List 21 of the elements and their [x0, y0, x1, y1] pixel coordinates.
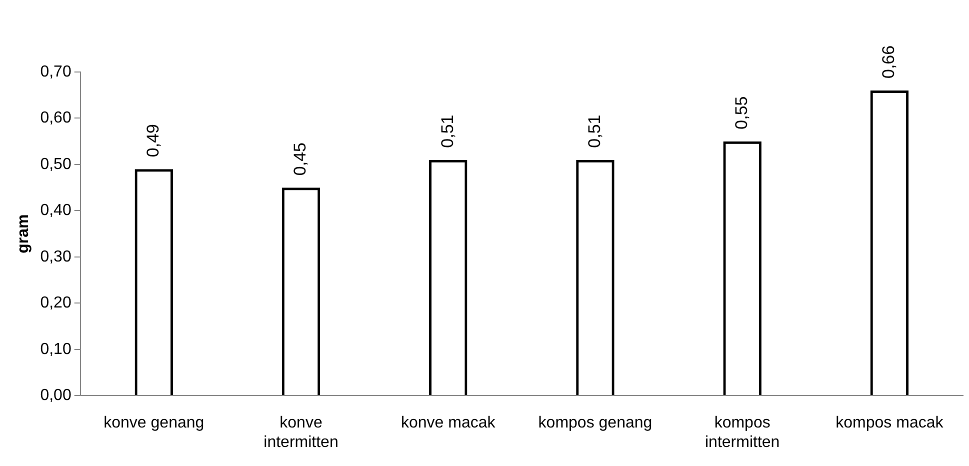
y-tick-label: 0,10	[40, 340, 72, 358]
x-tick-label: konve intermitten	[264, 414, 338, 451]
x-tick-label: konve genang	[104, 414, 204, 432]
data-label: 0,45	[290, 142, 310, 176]
x-tick-label: kompos intermitten	[704, 414, 780, 451]
y-tick-label: 0,60	[40, 110, 72, 127]
y-tick-label: 0,20	[40, 294, 72, 312]
y-tick-label: 0,00	[40, 387, 72, 404]
y-tick-label: 0,40	[40, 202, 72, 220]
data-label: 0,66	[879, 45, 898, 78]
data-label: 0,51	[438, 114, 457, 148]
y-tick-label: 0,50	[40, 156, 72, 173]
y-tick-label: 0,30	[40, 248, 72, 266]
data-label: 0,49	[144, 124, 163, 158]
y-axis-title: gram	[15, 214, 32, 254]
x-tick-label: kompos genang	[538, 414, 652, 432]
y-tick-label: 0,70	[40, 63, 72, 80]
x-tick-label: kompos macak	[836, 414, 944, 432]
x-tick-label: konve macak	[400, 414, 496, 432]
data-label: 0,55	[732, 96, 752, 130]
data-label: 0,51	[584, 114, 604, 148]
